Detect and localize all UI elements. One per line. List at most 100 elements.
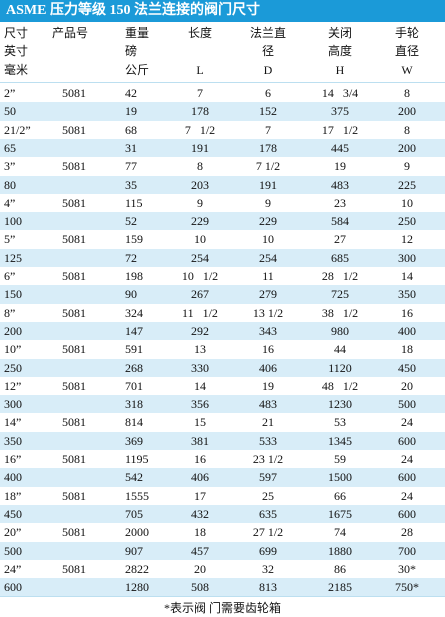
table-cell: 10 <box>262 232 274 247</box>
table-cell: 13 1/2 <box>252 305 284 320</box>
row-band <box>0 450 445 469</box>
row-band <box>0 230 445 249</box>
header-cell: 法兰直 <box>249 26 286 40</box>
table-cell: 90 <box>125 287 137 302</box>
table-cell: 400 <box>4 470 22 485</box>
row-band <box>0 395 445 414</box>
table-cell: 350 <box>398 287 416 302</box>
table-cell: 450 <box>4 506 22 521</box>
table-cell: 324 <box>125 305 143 320</box>
table-cell: 178 <box>259 140 277 155</box>
table-cell: 23 <box>334 195 346 210</box>
row-band <box>0 413 445 432</box>
table-cell: 20 <box>401 378 413 393</box>
table-cell: 250 <box>4 360 22 375</box>
table-cell: 225 <box>398 177 416 192</box>
table-cell: 318 <box>125 397 143 412</box>
header-cell: 毫米 <box>4 63 29 77</box>
table-cell: 14 <box>401 269 413 283</box>
table-rule <box>0 596 445 598</box>
table-cell: 685 <box>331 250 349 265</box>
header-rule <box>0 82 445 83</box>
table-cell: 14 3/4 <box>321 86 359 100</box>
table-cell: 406 <box>191 470 209 485</box>
table-cell: 500 <box>4 543 22 558</box>
table-cell: 350 <box>4 433 22 448</box>
table-cell: 59 <box>334 452 346 466</box>
table-cell: 53 <box>334 415 346 430</box>
row-band <box>0 138 445 158</box>
row-band <box>0 376 445 396</box>
header-cell: D <box>263 63 273 77</box>
table-cell: 814 <box>125 415 143 430</box>
table-cell: 23 1/2 <box>252 452 284 466</box>
table-cell: 200 <box>4 323 22 338</box>
table-cell: 6 <box>265 86 271 100</box>
table-cell: 7 <box>197 86 203 100</box>
table-cell: 27 <box>334 232 346 247</box>
table-cell: 600 <box>4 580 22 595</box>
table-cell: 5081 <box>62 452 86 466</box>
table-cell: 254 <box>259 250 277 265</box>
header-cell: L <box>196 63 204 77</box>
table-cell: 5081 <box>62 561 86 576</box>
table-cell: 21/2” <box>4 122 31 137</box>
table-cell: 7 1/2 <box>184 122 216 137</box>
header-cell: 关闭 <box>327 26 352 40</box>
table-cell: 21 <box>262 415 274 430</box>
table-cell: 125 <box>4 250 22 265</box>
table-cell: 9 <box>404 159 410 174</box>
table-cell: 369 <box>125 433 143 448</box>
header-cell: H <box>335 63 345 77</box>
row-band <box>0 267 445 286</box>
table-cell: 1280 <box>125 580 149 595</box>
row-band <box>0 340 445 359</box>
header-cell: 产品号 <box>52 26 89 40</box>
table-cell: 381 <box>191 433 209 448</box>
table-cell: 8 <box>404 122 410 137</box>
table-cell: 542 <box>125 470 143 485</box>
table-cell: 9 <box>197 195 203 210</box>
row-band <box>0 102 445 121</box>
table-cell: 600 <box>398 506 416 521</box>
table-cell: 13 <box>194 342 206 357</box>
table-cell: 7 <box>265 122 271 137</box>
title: ASME 压力等级 150 法兰连接的阀门尺寸 <box>0 0 445 22</box>
table-cell: 32 <box>262 561 274 576</box>
header-cell: 高度 <box>327 44 352 58</box>
table-cell: 5” <box>4 232 16 247</box>
table-cell: 229 <box>191 214 209 229</box>
table-cell: 68 <box>125 122 137 137</box>
header-cell: 重量 <box>125 26 150 40</box>
header-cell: 长度 <box>187 26 212 40</box>
header-cell: 尺寸 <box>4 26 29 40</box>
table-cell: 203 <box>191 177 209 192</box>
row-band <box>0 578 445 597</box>
table-cell: 200 <box>398 140 416 155</box>
table-cell: 30* <box>398 561 416 576</box>
table-cell: 72 <box>125 250 137 265</box>
table-cell: 356 <box>191 397 209 412</box>
table-cell: 50 <box>4 104 16 119</box>
table-cell: 11 <box>262 269 274 283</box>
table-cell: 74 <box>334 525 346 540</box>
table-cell: 48 1/2 <box>321 378 359 393</box>
table-cell: 5081 <box>62 415 86 430</box>
table-cell: 16 <box>262 342 274 357</box>
header-cell: 公斤 <box>125 63 150 77</box>
row-band <box>0 248 445 267</box>
table-cell: 2822 <box>125 561 149 576</box>
row-band <box>0 303 445 322</box>
table-cell: 24 <box>401 452 413 466</box>
table-cell: 5081 <box>62 122 86 137</box>
row-band <box>0 504 445 524</box>
table-cell: 300 <box>4 397 22 412</box>
row-band <box>0 120 445 139</box>
row-band <box>0 523 445 542</box>
row-band <box>0 559 445 579</box>
header-cell: W <box>401 63 413 77</box>
table-cell: 457 <box>191 543 209 558</box>
table-cell: 5081 <box>62 342 86 357</box>
table-cell: 10” <box>4 342 22 357</box>
table-cell: 635 <box>259 506 277 521</box>
